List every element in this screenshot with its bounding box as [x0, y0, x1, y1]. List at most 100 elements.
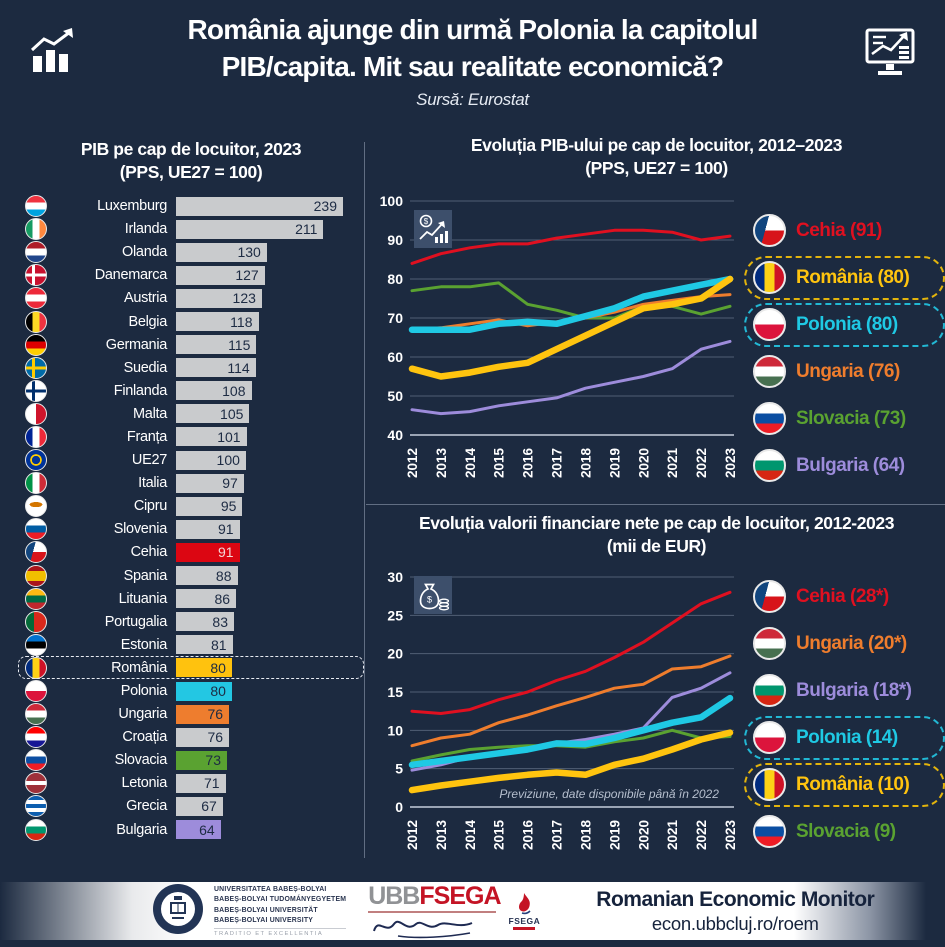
bar-track: 101	[176, 427, 343, 447]
bar-franța: 101	[176, 427, 247, 447]
ubb-line: BABEȘ-BOLYAI UNIVERSITÄT	[214, 906, 318, 914]
bar-slovacia: 73	[176, 750, 227, 770]
country-label: Slovenia	[113, 521, 168, 538]
bar-track: 71	[176, 773, 343, 793]
bar-track: 80	[176, 658, 343, 678]
money-bag-icon: $	[414, 576, 452, 614]
bar-chart-title: PIB pe cap de locuitor, 2023 (PPS, UE27 …	[80, 139, 302, 182]
bar-track: 108	[176, 381, 343, 401]
gdp-line-chart: 40 50 60 70 80 90 100 2012 2013 2014 2015 2016 2017 2…	[380, 193, 738, 478]
svg-text:2023: 2023	[723, 447, 738, 478]
bar-track: 127	[176, 265, 343, 285]
svg-text:2019: 2019	[607, 820, 622, 850]
ubb-wordmark: UBB	[368, 881, 420, 910]
legend-label: Bulgaria (18*)	[796, 679, 912, 701]
bar-row-suedia: Suedia 114	[18, 356, 364, 379]
legend-label: Polonia (80)	[796, 313, 898, 335]
svg-text:60: 60	[387, 349, 403, 365]
bar-row-polonia: Polonia 80	[18, 679, 364, 703]
bar-cehia: 91	[176, 542, 240, 562]
bar-row-ue27: UE27 100	[18, 449, 364, 472]
svg-text:2017: 2017	[550, 448, 565, 478]
country-label: Luxemburg	[97, 198, 167, 215]
bar-row-spania: Spania 88	[18, 564, 364, 587]
bar-portugalia: 83	[176, 612, 234, 632]
ubb-motto: TRADITIO ET EXCELLENTIA	[214, 928, 347, 937]
bar-row-slovacia: Slovacia 73	[18, 749, 364, 772]
svg-text:2022: 2022	[694, 820, 709, 850]
svg-text:25: 25	[387, 607, 403, 623]
bar-slovenia: 91	[176, 519, 240, 539]
net-financial-title: Evoluția valorii financiare nete pe cap …	[418, 513, 895, 556]
bar-track: 91	[176, 542, 343, 562]
flag-icon-olanda	[25, 241, 47, 264]
bar-estonia: 81	[176, 635, 233, 655]
svg-text:2018: 2018	[578, 819, 593, 850]
bar-danemarca: 127	[176, 265, 265, 285]
bar-lituania: 86	[176, 589, 237, 609]
svg-text:2016: 2016	[521, 819, 536, 850]
legend-item-bulgaria: Bulgaria (18*)	[744, 669, 945, 713]
bar-track: 130	[176, 242, 343, 262]
bar-track: 64	[176, 820, 343, 840]
bar-bulgaria: 64	[176, 820, 221, 840]
bar-row-estonia: Estonia 81	[18, 633, 364, 656]
bar-row-ungaria: Ungaria 76	[18, 703, 364, 726]
flag-icon-cehia	[25, 541, 47, 564]
flag-icon-bulgaria	[25, 818, 47, 841]
flag-icon-franța	[25, 425, 47, 448]
legend-item-bulgaria: Bulgaria (64)	[744, 444, 945, 488]
gdp-bar-panel: PIB pe cap de locuitor, 2023 (PPS, UE27 …	[18, 138, 364, 841]
bar-track: 81	[176, 635, 343, 655]
footer: UNIVERSITATEA BABEȘ-BOLYAI BABEȘ-BOLYAI …	[0, 882, 945, 940]
flag-icon-malta	[25, 402, 47, 425]
country-label: Portugalia	[104, 613, 168, 630]
svg-text:70: 70	[387, 310, 403, 326]
country-label: Polonia	[120, 683, 168, 700]
horizontal-divider	[366, 504, 945, 505]
bar-suedia: 114	[176, 358, 256, 378]
svg-text:15: 15	[387, 684, 403, 700]
country-label: Belgia	[128, 313, 167, 330]
bar-row-letonia: Letonia 71	[18, 772, 364, 795]
flag-icon-danemarca	[25, 264, 47, 287]
country-label: Grecia	[126, 798, 167, 815]
country-label: Letonia	[121, 775, 168, 792]
svg-text:2020: 2020	[636, 448, 651, 478]
flag-icon-letonia	[25, 772, 47, 795]
legend-item-slovacia: Slovacia (73)	[744, 397, 945, 441]
bar-polonia: 80	[176, 681, 232, 701]
flag-icon-bulgaria	[753, 674, 786, 707]
flag-icon-spania	[25, 564, 47, 587]
bar-track: 123	[176, 288, 343, 308]
gdp-line-legend: Cehia (91) România (80) Polonia (80) Ungari…	[744, 185, 945, 491]
legend-item-polonia: Polonia (14)	[744, 715, 945, 760]
bar-row-grecia: Grecia 67	[18, 795, 364, 818]
roem-title: Romanian Economic Monitor	[596, 887, 875, 911]
svg-text:2019: 2019	[607, 448, 622, 478]
flag-icon-slovacia	[25, 749, 47, 772]
legend-item-cehia: Cehia (91)	[744, 209, 945, 253]
svg-text:2018: 2018	[578, 447, 593, 478]
svg-text:2013: 2013	[434, 447, 449, 478]
bar-luxemburg: 239	[176, 196, 343, 216]
svg-text:5: 5	[395, 760, 403, 776]
coin-growth-icon: $	[414, 210, 452, 248]
bar-track: 76	[176, 704, 343, 724]
net-financial-chart: 0 5 10 15 20 25 30 2012 2013 2014 2015 2016 2017 2018…	[387, 569, 738, 850]
country-label: Olanda	[122, 244, 167, 261]
bar-track: 100	[176, 450, 343, 470]
country-label: Cehia	[130, 544, 168, 561]
ubb-seal-logo	[152, 883, 204, 940]
svg-text:2015: 2015	[492, 447, 507, 478]
fsega-flame-icon	[519, 893, 531, 915]
page-title: România ajunge din urmă Polonia la capit…	[187, 14, 759, 82]
net-financial-panel: Evoluția valorii financiare nete pe cap …	[368, 512, 945, 861]
bar-row-luxemburg: Luxemburg 239	[18, 195, 364, 218]
fsega-wordmark: FSEGA	[419, 881, 501, 910]
bar-row-românia: România 80	[18, 656, 364, 680]
bar-track: 118	[176, 312, 343, 332]
legend-label: Polonia (14)	[796, 726, 898, 748]
bar-row-slovenia: Slovenia 91	[18, 518, 364, 541]
country-label: Austria	[123, 290, 167, 307]
